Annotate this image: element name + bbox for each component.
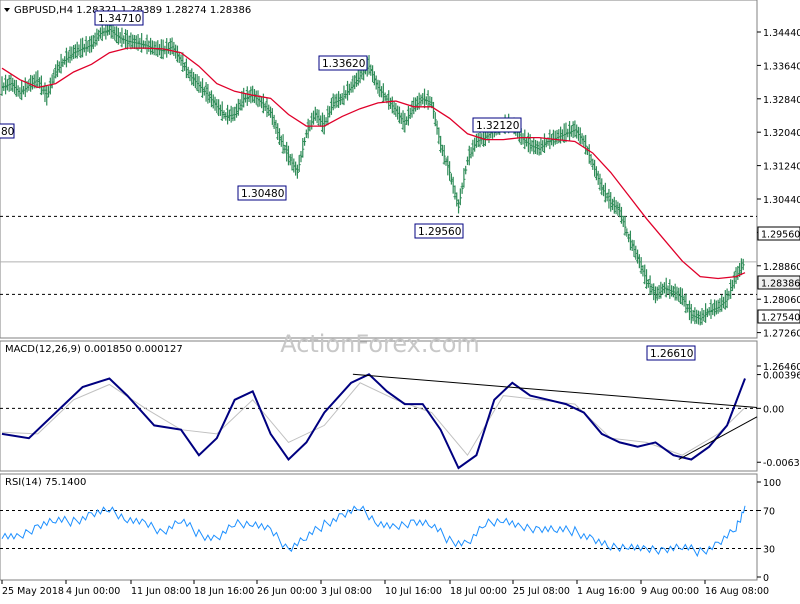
swing-label: 1.30480 bbox=[241, 188, 284, 200]
rsi-line bbox=[1, 505, 746, 558]
macd-panel-frame bbox=[0, 340, 758, 472]
macd-tick-label: 0.003964 bbox=[763, 371, 800, 382]
macd-resistance-trendline bbox=[352, 373, 758, 408]
x-tick-label: 4 Jun 00:00 bbox=[66, 586, 120, 597]
price-tag: 1.29560 bbox=[761, 230, 800, 241]
triangle-down-icon[interactable] bbox=[4, 8, 10, 12]
x-tick-label: 16 Aug 08:00 bbox=[705, 586, 769, 597]
x-tick-label: 11 Jun 08:00 bbox=[131, 586, 191, 597]
x-tick-label: 26 Jun 00:00 bbox=[257, 586, 317, 597]
cut-label: 80 bbox=[1, 126, 14, 138]
swing-label-box bbox=[646, 345, 696, 361]
swing-label-box bbox=[472, 117, 522, 133]
price-tick-label: 1.30440 bbox=[763, 195, 800, 206]
x-tick-label: 1 Aug 16:00 bbox=[577, 586, 635, 597]
rsi-tick-label: 0 bbox=[763, 573, 769, 584]
price-panel-frame bbox=[0, 0, 758, 339]
price-tick-label: 1.33640 bbox=[763, 61, 800, 72]
rsi-tick-label: 100 bbox=[763, 478, 781, 489]
x-tick-label: 10 Jul 16:00 bbox=[385, 586, 442, 597]
price-tick-label: 1.28860 bbox=[763, 262, 800, 273]
price-tick-label: 1.31240 bbox=[763, 162, 800, 173]
swing-label: 1.26610 bbox=[650, 348, 693, 360]
price-tag: 1.28386 bbox=[761, 279, 800, 290]
x-tick-label: 18 Jun 16:00 bbox=[194, 586, 254, 597]
price-tick-label: 1.28060 bbox=[763, 295, 800, 306]
rsi-tick-label: 70 bbox=[763, 507, 775, 518]
x-tick-label: 9 Aug 00:00 bbox=[641, 586, 699, 597]
x-tick-label: 3 Jul 08:00 bbox=[321, 586, 372, 597]
rsi-panel-frame bbox=[0, 473, 758, 581]
macd-support-trendline bbox=[678, 416, 758, 460]
x-tick-label: 18 Jul 00:00 bbox=[450, 586, 507, 597]
rsi-tick-label: 30 bbox=[763, 545, 775, 556]
price-tag-box bbox=[757, 275, 800, 290]
price-tag-box bbox=[757, 309, 800, 324]
x-tick-label: 25 Jul 08:00 bbox=[513, 586, 570, 597]
macd-tick-label: -0.006324 bbox=[763, 458, 800, 469]
price-tick-label: 1.32840 bbox=[763, 95, 800, 106]
swing-label-box bbox=[414, 223, 464, 239]
price-tag-box bbox=[757, 226, 800, 241]
swing-label-box bbox=[318, 55, 368, 71]
swing-label-box bbox=[94, 10, 144, 26]
price-tick-label: 1.34440 bbox=[763, 28, 800, 39]
moving-average-line bbox=[1, 47, 746, 280]
macd-title: MACD(12,26,9) 0.001850 0.000127 bbox=[5, 344, 183, 355]
cut-label-box bbox=[0, 123, 15, 139]
price-tag: 1.27540 bbox=[761, 313, 800, 324]
swing-label: 1.33620 bbox=[322, 58, 365, 70]
rsi-title: RSI(14) 75.1400 bbox=[5, 477, 86, 488]
swing-label: 1.34710 bbox=[98, 13, 141, 25]
price-tick-label: 1.32040 bbox=[763, 128, 800, 139]
price-tick-label: 1.26460 bbox=[763, 362, 800, 373]
x-tick-label: 25 May 2018 bbox=[2, 586, 64, 597]
watermark: ActionForex.com bbox=[280, 330, 480, 358]
macd-line bbox=[1, 373, 746, 470]
price-tick-label: 1.27260 bbox=[763, 329, 800, 340]
swing-label: 1.29560 bbox=[418, 226, 461, 238]
swing-label: 1.32120 bbox=[476, 120, 519, 132]
macd-tick-label: 0.00 bbox=[763, 404, 784, 415]
swing-label-box bbox=[237, 185, 287, 201]
